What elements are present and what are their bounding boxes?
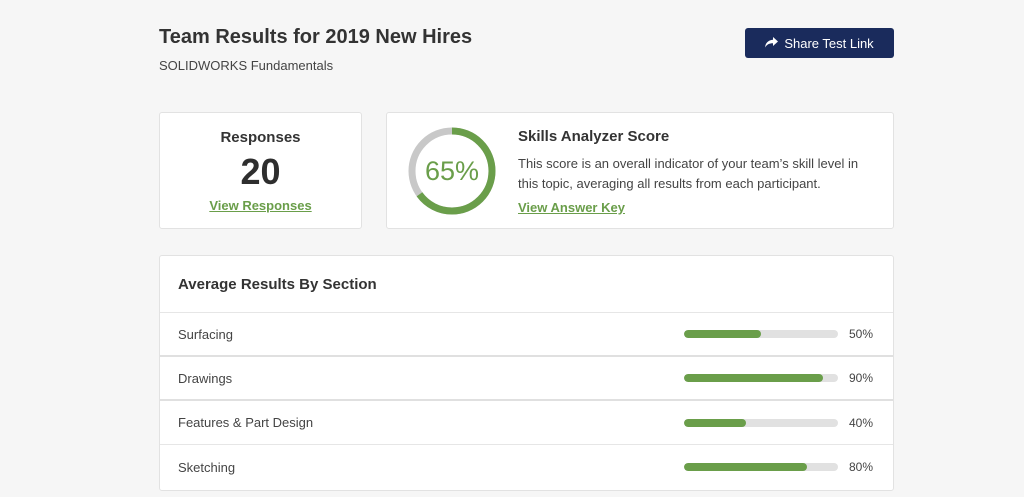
section-percent: 90% bbox=[849, 371, 874, 385]
section-name: Sketching bbox=[178, 459, 236, 475]
section-row: Sketching 80% bbox=[160, 445, 893, 489]
section-row: Surfacing 50% bbox=[160, 313, 893, 357]
view-responses-link[interactable]: View Responses bbox=[209, 198, 312, 213]
section-name: Surfacing bbox=[178, 326, 233, 342]
score-description: This score is an overall indicator of yo… bbox=[518, 156, 859, 191]
section-percent: 80% bbox=[849, 460, 874, 474]
responses-count: 20 bbox=[240, 151, 281, 192]
view-answer-key-link[interactable]: View Answer Key bbox=[518, 200, 625, 215]
section-name: Features & Part Design bbox=[178, 415, 314, 430]
score-gauge-arc bbox=[408, 127, 496, 215]
score-percent: 65% bbox=[424, 155, 480, 186]
page-subtitle: SOLIDWORKS Fundamentals bbox=[159, 58, 334, 73]
section-results-heading: Average Results By Section bbox=[160, 256, 893, 313]
responses-card: Responses 20 View Responses bbox=[159, 112, 362, 229]
section-row: Features & Part Design 40% bbox=[160, 401, 893, 445]
section-name: Drawings bbox=[178, 370, 233, 386]
share-button-label: Share Test Link bbox=[784, 35, 874, 51]
section-progress-bar bbox=[684, 330, 838, 338]
section-percent: 50% bbox=[849, 327, 874, 341]
section-progress-fill bbox=[684, 463, 808, 471]
section-percent: 40% bbox=[849, 415, 874, 430]
section-results-card: Average Results By Section Surfacing 50%… bbox=[159, 255, 894, 491]
score-title: Skills Analyzer Score bbox=[518, 128, 670, 145]
section-progress-fill bbox=[684, 418, 746, 427]
section-progress-fill bbox=[684, 330, 761, 338]
skills-score-card: 65% Skills Analyzer Score This score is … bbox=[386, 112, 894, 229]
responses-title: Responses bbox=[220, 129, 301, 146]
section-progress-fill bbox=[684, 374, 823, 382]
section-row: Drawings 90% bbox=[160, 357, 893, 401]
section-progress-bar bbox=[684, 463, 838, 471]
share-arrow-icon bbox=[765, 37, 779, 48]
section-progress-bar bbox=[684, 418, 838, 427]
section-progress-bar bbox=[684, 374, 838, 382]
score-gauge bbox=[408, 127, 496, 215]
page-title: Team Results for 2019 New Hires bbox=[159, 26, 473, 48]
share-test-link-button[interactable]: Share Test Link bbox=[745, 28, 894, 58]
